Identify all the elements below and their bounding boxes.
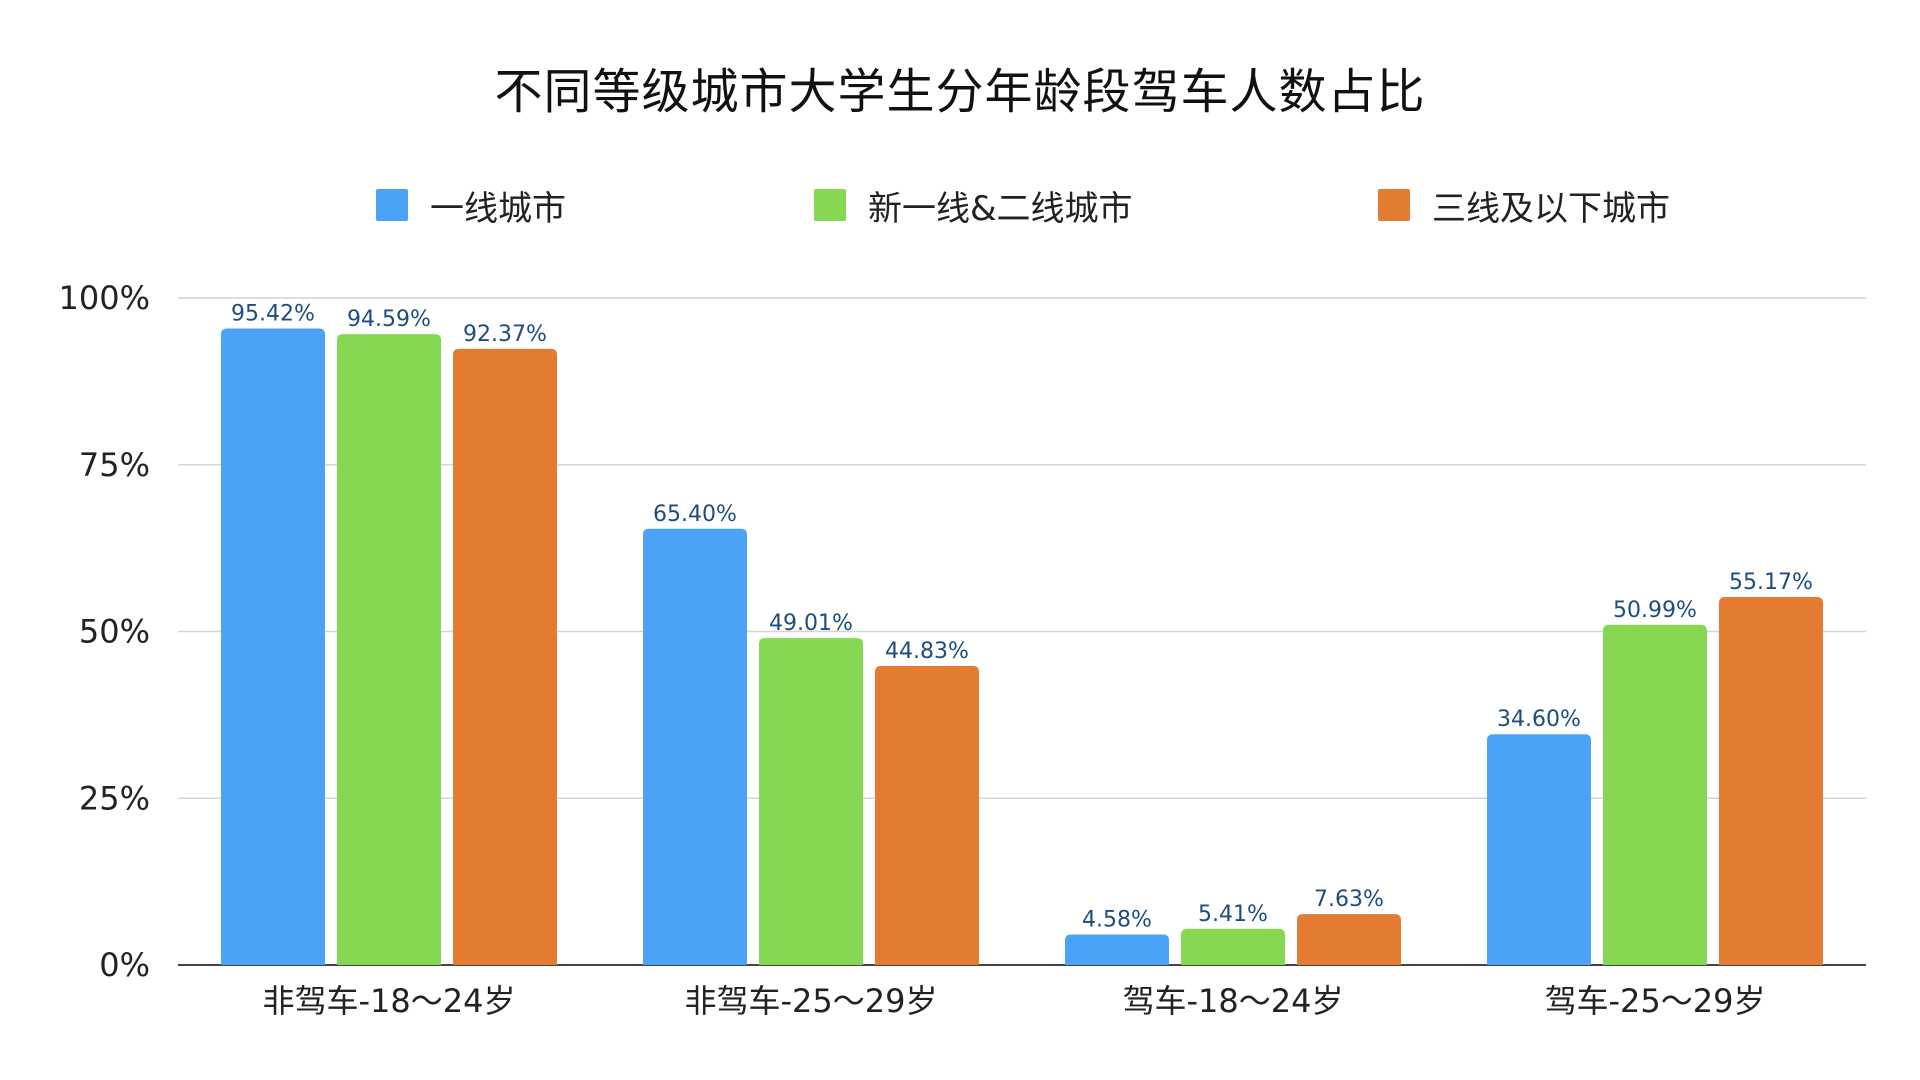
data-label: 50.99% [1613, 598, 1697, 623]
bar-series-2-category-3 [1181, 928, 1285, 965]
legend-swatch-series-1 [376, 189, 408, 221]
bar-series-3-category-3 [1297, 914, 1401, 965]
legend-item-series-1: 一线城市 [376, 180, 566, 230]
bar-series-1-category-1 [221, 328, 325, 966]
chart-title: 不同等级城市大学生分年龄段驾车人数占比 [494, 64, 1426, 120]
x-tick-label: 驾车-18～24岁 [1123, 982, 1344, 1020]
legend-label-series-2: 新一线&二线城市 [868, 188, 1133, 229]
bar-series-1-category-4 [1487, 734, 1591, 965]
data-label: 5.41% [1198, 902, 1268, 927]
bar-series-1-category-2 [643, 528, 747, 965]
legend-swatch-series-3 [1378, 189, 1410, 221]
y-tick-label: 100% [59, 279, 150, 317]
y-tick-label: 25% [79, 779, 150, 817]
bars-layer [221, 328, 1823, 966]
bar-series-2-category-2 [759, 638, 863, 965]
legend-item-series-2: 新一线&二线城市 [814, 180, 1133, 230]
data-label: 44.83% [885, 639, 969, 664]
legend-item-series-3: 三线及以下城市 [1378, 180, 1670, 230]
y-tick-label: 50% [79, 613, 150, 651]
x-tick-label: 非驾车-25～29岁 [685, 982, 938, 1020]
legend-swatch-series-2 [814, 189, 846, 221]
labels-layer: 95.42% 94.59% 92.37% 65.40% 49.01% 44.83% 4.58… [231, 302, 1813, 933]
y-tick-label: 0% [99, 946, 150, 984]
bar-series-1-category-3 [1065, 934, 1169, 965]
data-label: 7.63% [1314, 887, 1384, 912]
legend: 一线城市 新一线&二线城市 三线及以下城市 [0, 180, 1920, 230]
y-tick-label: 75% [79, 446, 150, 484]
data-label: 95.42% [231, 302, 315, 327]
bar-series-3-category-1 [453, 348, 557, 965]
legend-label-series-1: 一线城市 [430, 188, 566, 229]
data-label: 65.40% [653, 502, 737, 527]
data-label: 4.58% [1082, 907, 1152, 932]
data-label: 94.59% [347, 307, 431, 332]
bar-series-2-category-4 [1603, 624, 1707, 965]
legend-label-series-3: 三线及以下城市 [1432, 188, 1670, 229]
data-label: 49.01% [769, 611, 853, 636]
bar-series-2-category-1 [337, 334, 441, 965]
data-label: 34.60% [1497, 707, 1581, 732]
bar-series-3-category-2 [875, 665, 979, 965]
x-tick-label: 非驾车-18～24岁 [263, 982, 516, 1020]
axis-layer: 0% 25% 50% 75% 100% 非驾车-18～24岁 非驾车-25～29岁 驾车-18… [59, 279, 1766, 1020]
data-label: 55.17% [1729, 570, 1813, 595]
data-label: 92.37% [463, 322, 547, 347]
x-tick-label: 驾车-25～29岁 [1545, 982, 1766, 1020]
bar-series-3-category-4 [1719, 597, 1823, 965]
